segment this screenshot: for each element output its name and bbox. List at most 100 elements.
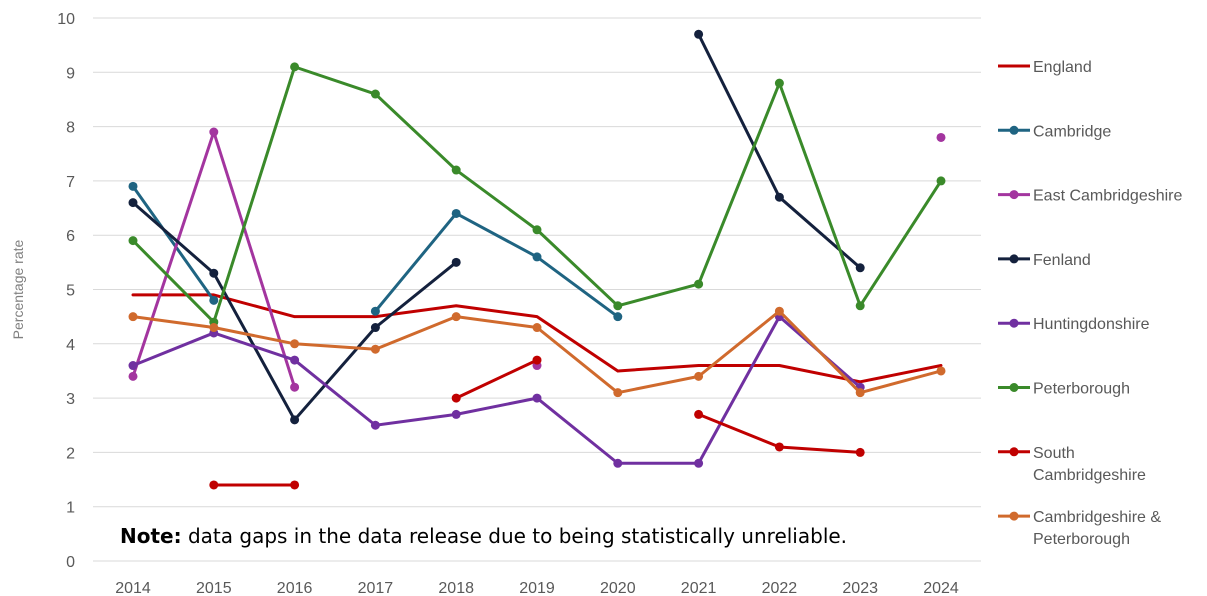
data-point-peterborough (128, 236, 138, 246)
x-tick-label: 2022 (762, 580, 798, 596)
legend-label: South Cambridgeshire (1033, 445, 1146, 484)
legend: England Cambridge East Cambridgeshire Fenla… (998, 59, 1183, 548)
legend-marker (1009, 254, 1019, 264)
data-point-fenland (128, 198, 138, 208)
series-line-england (131, 293, 943, 384)
y-tick-label: 6 (66, 228, 75, 245)
data-point-fenland (209, 268, 219, 278)
data-point-cambridge (532, 252, 542, 262)
series-huntingdonshire (128, 312, 865, 468)
data-point-fenland (855, 263, 865, 273)
data-point-peterborough (936, 176, 946, 186)
data-point-huntingdonshire (290, 355, 300, 365)
data-point-cambridgeshire-and-peterborough (774, 306, 784, 316)
x-tick-label: 2024 (923, 580, 959, 596)
data-point-huntingdonshire (613, 458, 623, 468)
y-tick-label: 2 (66, 445, 75, 462)
series-line-cambridge (373, 211, 620, 319)
data-point-peterborough (613, 301, 623, 311)
y-tick-label: 3 (66, 391, 75, 408)
series-line-east-cambridgeshire (131, 130, 297, 389)
legend-marker (1009, 383, 1019, 392)
data-point-cambridgeshire-and-peterborough (613, 388, 623, 398)
y-axis-ticks: 0 1 2 3 4 5 6 7 8 9 10 (57, 11, 75, 571)
series-cambridgeshire-and-peterborough (128, 306, 946, 398)
series-line-south-cambridgeshire (454, 358, 539, 400)
y-tick-label: 1 (66, 500, 75, 517)
legend-marker (1009, 190, 1019, 200)
legend-item-peterborough: Peterborough (998, 381, 1130, 398)
data-point-east-cambridgeshire (290, 382, 300, 392)
data-point-cambridgeshire-and-peterborough (694, 371, 704, 381)
y-tick-label: 7 (66, 174, 75, 191)
series-line-huntingdonshire (131, 315, 862, 465)
legend-item-cambridgeshire-and-peterborough: Cambridgeshire & Peterborough (998, 509, 1161, 548)
data-point-south-cambridgeshire (694, 409, 704, 419)
series-fenland (128, 29, 865, 425)
series-line-peterborough (131, 65, 943, 324)
x-tick-label: 2014 (115, 580, 151, 596)
data-point-east-cambridgeshire (128, 371, 138, 381)
series-east-cambridgeshire (128, 127, 946, 392)
chart-note: Note: data gaps in the data release due … (120, 524, 847, 548)
data-point-huntingdonshire (128, 361, 138, 371)
x-tick-label: 2023 (842, 580, 878, 596)
data-point-cambridgeshire-and-peterborough (936, 366, 946, 376)
data-point-south-cambridgeshire (855, 447, 865, 457)
gridlines (93, 17, 981, 562)
data-point-peterborough (451, 165, 461, 175)
data-point-cambridgeshire-and-peterborough (451, 312, 461, 322)
data-point-cambridge (613, 312, 623, 322)
data-point-cambridgeshire-and-peterborough (370, 344, 380, 354)
data-point-cambridge (209, 295, 219, 305)
x-tick-label: 2017 (358, 580, 394, 596)
data-point-peterborough (774, 78, 784, 88)
data-point-fenland (451, 257, 461, 267)
data-point-east-cambridgeshire (209, 127, 219, 137)
data-point-cambridgeshire-and-peterborough (855, 388, 865, 398)
x-tick-label: 2016 (277, 580, 313, 596)
y-tick-label: 5 (66, 283, 75, 300)
data-point-peterborough (694, 279, 704, 289)
x-tick-label: 2019 (519, 580, 555, 596)
data-point-cambridge (451, 208, 461, 218)
data-point-south-cambridgeshire (290, 480, 300, 490)
legend-item-south-cambridgeshire: South Cambridgeshire (998, 445, 1146, 484)
x-tick-label: 2018 (438, 580, 474, 596)
legend-label: Cambridge (1033, 123, 1111, 140)
data-point-cambridge (128, 181, 138, 191)
data-point-peterborough (290, 62, 300, 72)
legend-item-huntingdonshire: Huntingdonshire (998, 316, 1150, 333)
data-point-peterborough (532, 225, 542, 235)
data-point-cambridge (370, 306, 380, 316)
data-point-huntingdonshire (532, 393, 542, 403)
legend-item-fenland: Fenland (998, 252, 1091, 269)
data-point-cambridgeshire-and-peterborough (532, 323, 542, 333)
note-label: Note: (120, 524, 182, 548)
series-line-fenland (697, 32, 862, 270)
data-point-cambridgeshire-and-peterborough (290, 339, 300, 349)
data-point-fenland (694, 29, 704, 39)
data-point-huntingdonshire (694, 458, 704, 468)
series-england (131, 293, 943, 384)
legend-label: Huntingdonshire (1033, 316, 1150, 333)
legend-marker (1009, 511, 1019, 521)
data-point-cambridgeshire-and-peterborough (209, 323, 219, 333)
y-tick-label: 10 (57, 11, 75, 28)
legend-marker (1009, 318, 1019, 328)
x-tick-label: 2020 (600, 580, 636, 596)
legend-label: England (1033, 59, 1092, 76)
series-peterborough (128, 62, 946, 327)
legend-item-england: England (998, 59, 1092, 76)
data-point-peterborough (370, 89, 380, 99)
y-tick-label: 8 (66, 120, 75, 137)
data-point-fenland (370, 323, 380, 333)
data-point-cambridgeshire-and-peterborough (128, 312, 138, 322)
data-point-huntingdonshire (370, 420, 380, 430)
legend-label: Fenland (1033, 252, 1091, 269)
data-point-fenland (290, 415, 300, 425)
legend-label: Cambridgeshire & Peterborough (1033, 509, 1161, 548)
legend-label: East Cambridgeshire (1033, 188, 1183, 205)
data-point-south-cambridgeshire (451, 393, 461, 403)
